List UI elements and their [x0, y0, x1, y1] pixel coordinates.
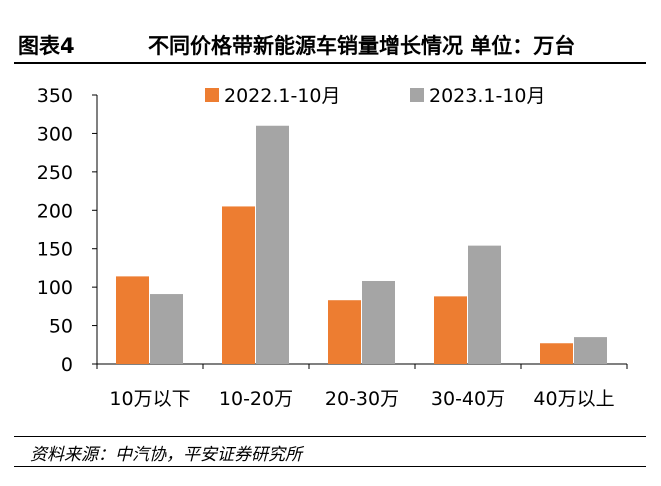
y-tick-label: 350 [37, 85, 73, 107]
figure-header: 图表4 不同价格带新能源车销量增长情况 单位：万台 [14, 26, 646, 66]
y-tick-label: 150 [37, 239, 73, 261]
bar-2022 [222, 206, 255, 364]
legend-swatch-2023 [410, 88, 424, 102]
bottom-rule [14, 466, 646, 467]
bar-2023 [574, 337, 607, 364]
bar-2022 [328, 300, 361, 364]
bar-2023 [256, 125, 289, 364]
bar-2022 [116, 276, 149, 364]
legend-label-2023: 2023.1-10月 [429, 85, 546, 107]
bar-2022 [540, 343, 573, 364]
y-tick-label: 0 [61, 354, 73, 376]
x-category-label: 20-30万 [325, 388, 399, 410]
figure-title: 不同价格带新能源车销量增长情况 单位：万台 [148, 34, 576, 58]
y-tick-label: 250 [37, 162, 73, 184]
figure-label: 图表4 [18, 34, 75, 58]
y-tick-label: 100 [37, 277, 73, 299]
bar-2023 [362, 280, 395, 364]
legend-swatch-2022 [205, 88, 219, 102]
top-rule [14, 62, 646, 64]
source-rule [14, 436, 646, 437]
y-tick-label: 50 [49, 316, 73, 338]
x-category-label: 10万以下 [109, 388, 190, 410]
x-category-label: 10-20万 [219, 388, 293, 410]
source-note: 资料来源：中汽协，平安证券研究所 [30, 445, 302, 465]
x-category-label: 40万以上 [533, 388, 614, 410]
bar-2022 [434, 296, 467, 364]
y-tick-label: 200 [37, 200, 73, 222]
x-category-label: 30-40万 [431, 388, 505, 410]
legend-label-2022: 2022.1-10月 [224, 85, 341, 107]
bar-2023 [150, 294, 183, 364]
bar-2023 [468, 245, 501, 364]
y-tick-label: 300 [37, 123, 73, 145]
